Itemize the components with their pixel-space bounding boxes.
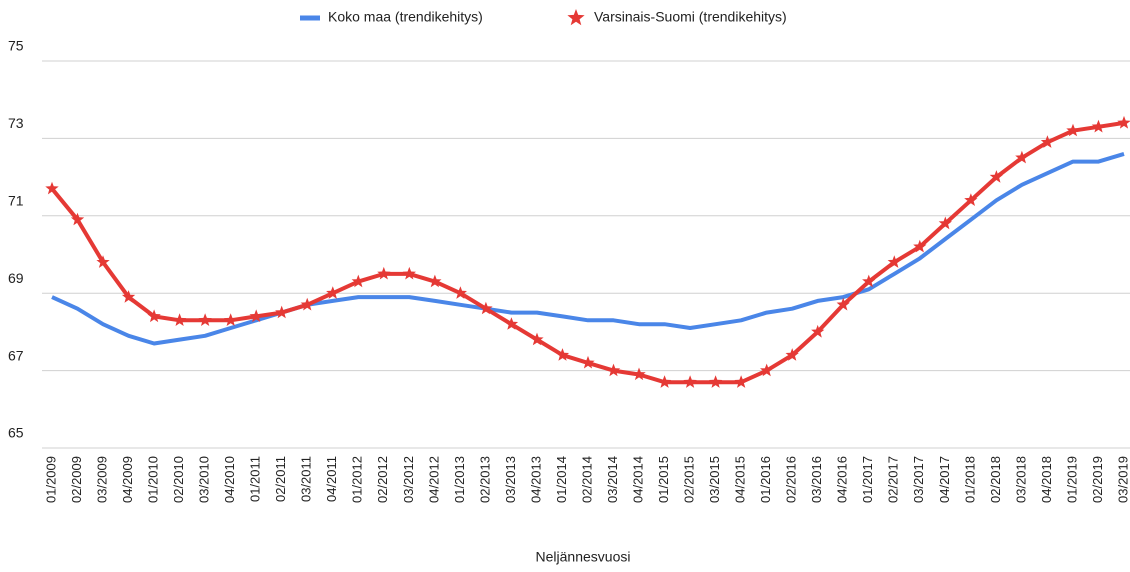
x-tick-label: 03/2009 [94, 456, 109, 503]
point-marker [351, 274, 365, 288]
point-marker [811, 324, 825, 338]
x-tick-label: 04/2012 [426, 456, 441, 503]
point-marker [683, 375, 697, 388]
point-marker [300, 297, 314, 311]
x-tick-label: 04/2017 [937, 456, 952, 503]
x-tick-label: 01/2012 [350, 456, 365, 503]
point-marker [70, 212, 85, 226]
point-marker [453, 286, 467, 299]
x-tick-label: 02/2009 [69, 456, 84, 503]
point-marker [402, 266, 416, 280]
x-tick-label: 03/2014 [605, 456, 620, 503]
point-marker [836, 297, 850, 311]
point-marker [173, 313, 187, 326]
point-marker [377, 266, 391, 280]
x-tick-label: 04/2018 [1039, 456, 1054, 503]
x-tick-label: 01/2014 [554, 456, 569, 503]
series-line [51, 151, 1125, 346]
point-marker [964, 193, 978, 206]
point-marker [147, 309, 161, 323]
x-tick-label: 01/2018 [962, 456, 977, 503]
point-marker [709, 375, 723, 388]
x-tick-label: 04/2014 [630, 456, 645, 503]
x-tick-label: 04/2015 [733, 456, 748, 503]
point-marker [887, 255, 901, 268]
point-marker [1040, 135, 1055, 148]
point-marker [657, 375, 672, 388]
x-tick-label: 02/2017 [886, 456, 901, 503]
y-tick-label: 67 [8, 347, 24, 363]
x-tick-label: 03/2012 [401, 456, 416, 503]
x-tick-label: 01/2009 [43, 456, 58, 503]
x-tick-label: 01/2019 [1064, 456, 1079, 503]
x-tick-label: 02/2010 [171, 456, 186, 503]
point-marker [1015, 150, 1029, 164]
x-tick-label: 03/2016 [809, 456, 824, 503]
point-marker [198, 313, 212, 326]
x-tick-label: 01/2013 [452, 456, 467, 503]
x-tick-label: 03/2017 [911, 456, 926, 503]
legend-label: Varsinais-Suomi (trendikehitys) [594, 9, 787, 25]
point-marker [555, 348, 570, 361]
point-marker [913, 239, 927, 253]
x-tick-label: 01/2015 [656, 456, 671, 503]
point-marker [45, 181, 59, 195]
x-tick-label: 02/2018 [988, 456, 1003, 503]
point-marker [428, 274, 442, 288]
point-marker [938, 216, 952, 230]
point-marker [121, 290, 136, 303]
x-tick-label: 03/2019 [1115, 456, 1130, 503]
point-marker [785, 348, 799, 361]
x-tick-label: 02/2014 [579, 456, 594, 503]
x-tick-label: 02/2019 [1090, 456, 1105, 503]
point-marker [760, 363, 774, 377]
point-marker [275, 305, 289, 319]
x-tick-label: 01/2016 [758, 456, 773, 503]
x-tick-label: 03/2018 [1013, 456, 1028, 503]
x-tick-label: 02/2011 [273, 456, 288, 502]
point-marker [1091, 119, 1106, 133]
x-tick-label: 03/2011 [299, 456, 314, 502]
series-line [50, 120, 1125, 385]
x-axis-label: Neljännesvuosi [536, 549, 631, 565]
y-tick-label: 75 [8, 38, 24, 54]
point-marker [224, 313, 238, 326]
x-tick-label: 03/2015 [707, 456, 722, 503]
x-tick-label: 01/2011 [248, 456, 263, 502]
point-marker [479, 301, 493, 315]
point-marker [530, 332, 544, 346]
point-marker [606, 363, 621, 377]
legend-marker [567, 9, 585, 26]
x-tick-label: 01/2017 [860, 456, 875, 503]
legend-label: Koko maa (trendikehitys) [328, 9, 483, 25]
point-marker [581, 355, 595, 369]
point-marker [96, 255, 110, 268]
x-tick-label: 04/2016 [835, 456, 850, 503]
y-tick-label: 71 [8, 193, 24, 209]
x-tick-label: 04/2013 [528, 456, 543, 503]
x-tick-label: 03/2010 [197, 456, 212, 503]
x-tick-label: 02/2013 [477, 456, 492, 503]
point-marker [504, 317, 519, 330]
point-marker [734, 375, 748, 388]
y-tick-label: 73 [8, 115, 24, 131]
y-tick-label: 69 [8, 270, 24, 286]
x-tick-label: 02/2015 [682, 456, 697, 503]
x-tick-label: 04/2011 [324, 456, 339, 502]
point-marker [632, 367, 646, 381]
point-marker [249, 309, 263, 323]
point-marker [326, 286, 340, 299]
x-tick-label: 04/2010 [222, 456, 237, 503]
point-marker [1117, 115, 1130, 129]
point-marker [989, 170, 1003, 183]
x-tick-label: 01/2010 [146, 456, 161, 503]
x-tick-label: 03/2013 [503, 456, 518, 503]
x-tick-label: 04/2009 [120, 456, 135, 503]
point-marker [1066, 123, 1080, 137]
x-tick-label: 02/2012 [375, 456, 390, 503]
x-tick-label: 02/2016 [784, 456, 799, 503]
point-marker [862, 274, 876, 288]
y-tick-label: 65 [8, 425, 24, 441]
